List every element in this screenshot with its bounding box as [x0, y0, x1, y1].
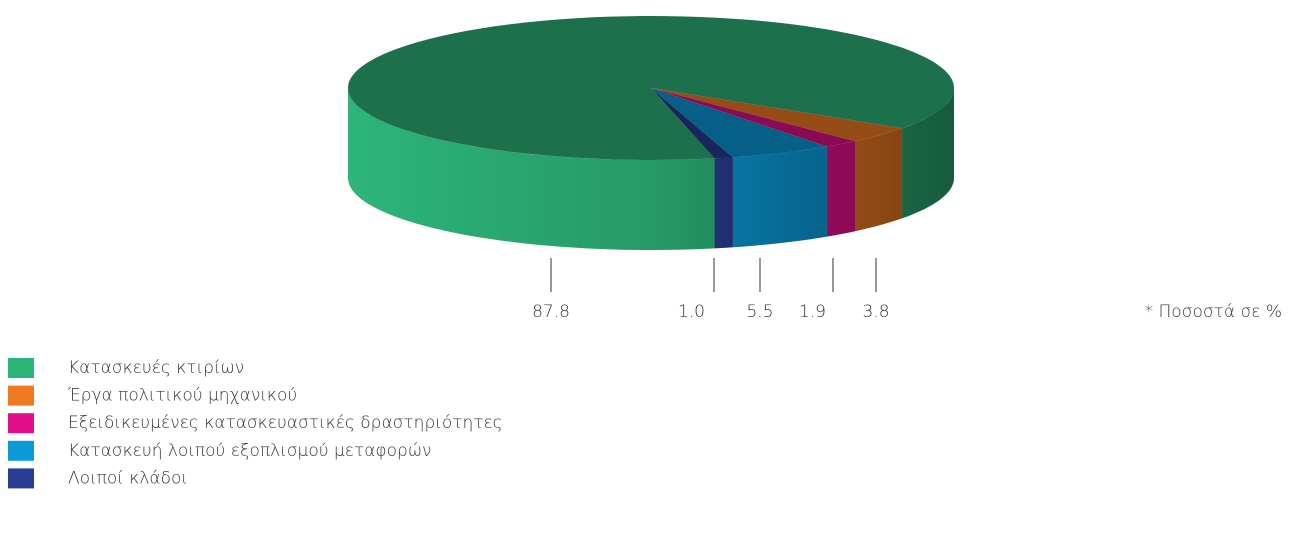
- legend-label: Εξειδικευμένες κατασκευαστικές δραστηριό…: [68, 413, 503, 433]
- legend-swatch: [8, 358, 34, 378]
- annotation: * Ποσοστά σε %: [1145, 302, 1282, 322]
- pie-slice: [651, 88, 856, 147]
- legend-swatch: [8, 385, 34, 406]
- pie-slice: [651, 88, 733, 159]
- pie-slice: [651, 88, 903, 142]
- data-label: 5.5: [746, 302, 773, 322]
- legend-swatch: [8, 468, 34, 489]
- data-label: 3.8: [862, 302, 889, 322]
- legend-label: Κατασκευές κτιρίων: [68, 358, 244, 378]
- legend-label: Έργα πολιτικού μηχανικού: [67, 386, 297, 406]
- legend-swatch: [8, 440, 34, 461]
- pie-slice: [651, 88, 827, 158]
- legend-label: Λοιποί κλάδοι: [68, 468, 188, 488]
- data-label: 87.8: [532, 302, 570, 322]
- side-shade: [348, 88, 954, 250]
- pie-slice: [348, 15, 954, 160]
- data-label: 1.9: [799, 302, 826, 322]
- data-label: 1.0: [678, 302, 705, 322]
- legend-label: Κατασκευή λοιπού εξοπλισμού μεταφορών: [68, 441, 432, 461]
- legend-swatch: [8, 413, 34, 434]
